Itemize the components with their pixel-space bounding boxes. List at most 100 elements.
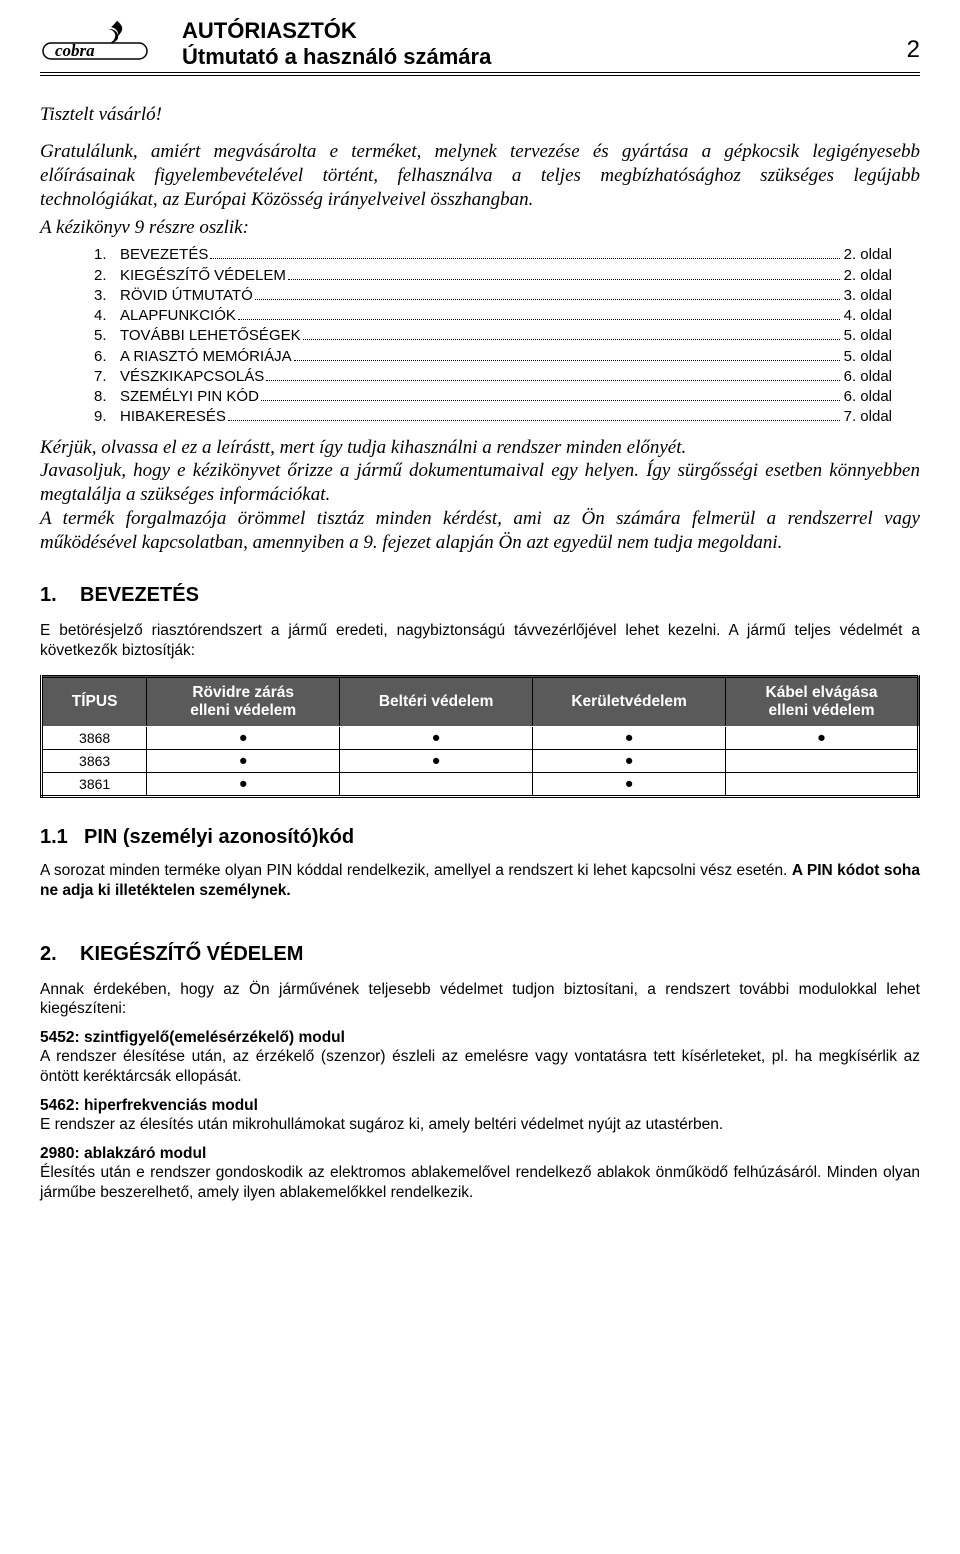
section-1-title: BEVEZETÉS [80, 584, 199, 607]
toc-title: RÖVID ÚTMUTATÓ [120, 286, 253, 306]
table-cell-feature: ● [533, 726, 726, 749]
table-row: 3861●● [42, 772, 919, 796]
toc-num: 7. [94, 367, 120, 387]
table-cell-feature: ● [340, 726, 533, 749]
toc-dots [210, 258, 839, 259]
toc-title: BEVEZETÉS [120, 245, 208, 265]
toc-page: 4. oldal [844, 306, 920, 326]
table-header-cell: Rövidre záráselleni védelem [147, 676, 340, 726]
table-header-cell: Kerületvédelem [533, 676, 726, 726]
toc-title: HIBAKERESÉS [120, 407, 226, 427]
table-row: 3868●●●● [42, 726, 919, 749]
table-cell-feature: ● [147, 772, 340, 796]
section-1-1-num: 1.1 [40, 826, 84, 849]
toc-num: 5. [94, 326, 120, 346]
toc-num: 8. [94, 387, 120, 407]
toc-page: 3. oldal [844, 286, 920, 306]
toc-title: TOVÁBBI LEHETŐSÉGEK [120, 326, 301, 346]
table-cell-feature [340, 772, 533, 796]
module-body: E rendszer az élesítés után mikrohullámo… [40, 1115, 920, 1135]
module-title: 2980: ablakzáró modul [40, 1145, 920, 1163]
after-toc-p1: Kérjük, olvassa el ez a leírástt, mert í… [40, 436, 920, 460]
toc-title: VÉSZKIKAPCSOLÁS [120, 367, 264, 387]
toc-dots [228, 420, 840, 421]
section-1-1-body: A sorozat minden terméke olyan PIN kódda… [40, 861, 920, 901]
module-body: A rendszer élesítése után, az érzékelő (… [40, 1047, 920, 1087]
toc-row: 9.HIBAKERESÉS 7. oldal [94, 407, 920, 427]
modules-list: 5452: szintfigyelő(emelésérzékelő) modul… [40, 1029, 920, 1202]
section-2-intro: Annak érdekében, hogy az Ön járművének t… [40, 980, 920, 1020]
table-cell-feature [726, 749, 919, 772]
toc-num: 9. [94, 407, 120, 427]
header-title-1: AUTÓRIASZTÓK [182, 18, 907, 44]
table-cell-feature: ● [533, 772, 726, 796]
section-1-num: 1. [40, 584, 80, 607]
toc-row: 7.VÉSZKIKAPCSOLÁS 6. oldal [94, 367, 920, 387]
table-cell-feature: ● [147, 749, 340, 772]
module-title: 5462: hiperfrekvenciás modul [40, 1097, 920, 1115]
toc-dots [266, 380, 839, 381]
toc-page: 2. oldal [844, 266, 920, 286]
toc-row: 3.RÖVID ÚTMUTATÓ 3. oldal [94, 286, 920, 306]
table-cell-feature: ● [533, 749, 726, 772]
toc-dots [294, 360, 840, 361]
toc-row: 8.SZEMÉLYI PIN KÓD 6. oldal [94, 387, 920, 407]
toc-row: 4.ALAPFUNKCIÓK 4. oldal [94, 306, 920, 326]
toc-dots [261, 400, 840, 401]
header-title-2: Útmutató a használó számára [182, 44, 907, 70]
section-1-1-heading: 1.1 PIN (személyi azonosító)kód [40, 826, 920, 849]
toc-num: 6. [94, 347, 120, 367]
toc-dots [288, 279, 840, 280]
section-2-num: 2. [40, 943, 80, 966]
toc-dots [238, 319, 840, 320]
module-title: 5452: szintfigyelő(emelésérzékelő) modul [40, 1029, 920, 1047]
section-1-heading: 1. BEVEZETÉS [40, 584, 920, 607]
page-header: cobra AUTÓRIASZTÓK Útmutató a használó s… [40, 18, 920, 76]
toc-num: 3. [94, 286, 120, 306]
toc-row: 6.A RIASZTÓ MEMÓRIÁJA 5. oldal [94, 347, 920, 367]
table-header-cell: Kábel elvágásaelleni védelem [726, 676, 919, 726]
toc-row: 1.BEVEZETÉS 2. oldal [94, 245, 920, 265]
section-1-1-text: A sorozat minden terméke olyan PIN kódda… [40, 862, 792, 879]
toc-page: 2. oldal [844, 245, 920, 265]
toc-dots [303, 339, 840, 340]
after-toc-p2: Javasoljuk, hogy e kézikönyvet őrizze a … [40, 459, 920, 507]
table-cell-feature [726, 772, 919, 796]
table-cell-type: 3868 [42, 726, 147, 749]
table-cell-type: 3861 [42, 772, 147, 796]
toc-page: 5. oldal [844, 347, 920, 367]
toc-page: 6. oldal [844, 367, 920, 387]
toc-title: A RIASZTÓ MEMÓRIÁJA [120, 347, 292, 367]
table-cell-type: 3863 [42, 749, 147, 772]
section-2-heading: 2. KIEGÉSZÍTŐ VÉDELEM [40, 943, 920, 966]
section-2-title: KIEGÉSZÍTŐ VÉDELEM [80, 943, 303, 966]
after-toc-p3: A termék forgalmazója örömmel tisztáz mi… [40, 507, 920, 555]
svg-text:cobra: cobra [55, 41, 95, 60]
toc-row: 5.TOVÁBBI LEHETŐSÉGEK 5. oldal [94, 326, 920, 346]
toc-page: 5. oldal [844, 326, 920, 346]
page-number: 2 [907, 18, 920, 64]
intro-paragraph: Gratulálunk, amiért megvásárolta e termé… [40, 140, 920, 211]
toc-title: SZEMÉLYI PIN KÓD [120, 387, 259, 407]
module-body: Élesítés után e rendszer gondoskodik az … [40, 1163, 920, 1203]
toc-page: 6. oldal [844, 387, 920, 407]
toc-dots [255, 299, 840, 300]
section-1-1-title: PIN (személyi azonosító)kód [84, 826, 354, 849]
toc-title: KIEGÉSZÍTŐ VÉDELEM [120, 266, 286, 286]
brand-logo: cobra [40, 18, 170, 62]
toc-page: 7. oldal [844, 407, 920, 427]
toc-row: 2.KIEGÉSZÍTŐ VÉDELEM 2. oldal [94, 266, 920, 286]
greeting: Tisztelt vásárló! [40, 104, 920, 126]
header-titles: AUTÓRIASZTÓK Útmutató a használó számára [182, 18, 907, 70]
toc-num: 2. [94, 266, 120, 286]
table-of-contents: 1.BEVEZETÉS2. oldal2.KIEGÉSZÍTŐ VÉDELEM2… [94, 245, 920, 427]
table-cell-feature: ● [147, 726, 340, 749]
toc-title: ALAPFUNKCIÓK [120, 306, 236, 326]
feature-table: TÍPUSRövidre záráselleni védelemBeltéri … [40, 675, 920, 798]
toc-num: 1. [94, 245, 120, 265]
toc-num: 4. [94, 306, 120, 326]
table-header-cell: Beltéri védelem [340, 676, 533, 726]
table-row: 3863●●● [42, 749, 919, 772]
table-header-cell: TÍPUS [42, 676, 147, 726]
table-cell-feature: ● [340, 749, 533, 772]
